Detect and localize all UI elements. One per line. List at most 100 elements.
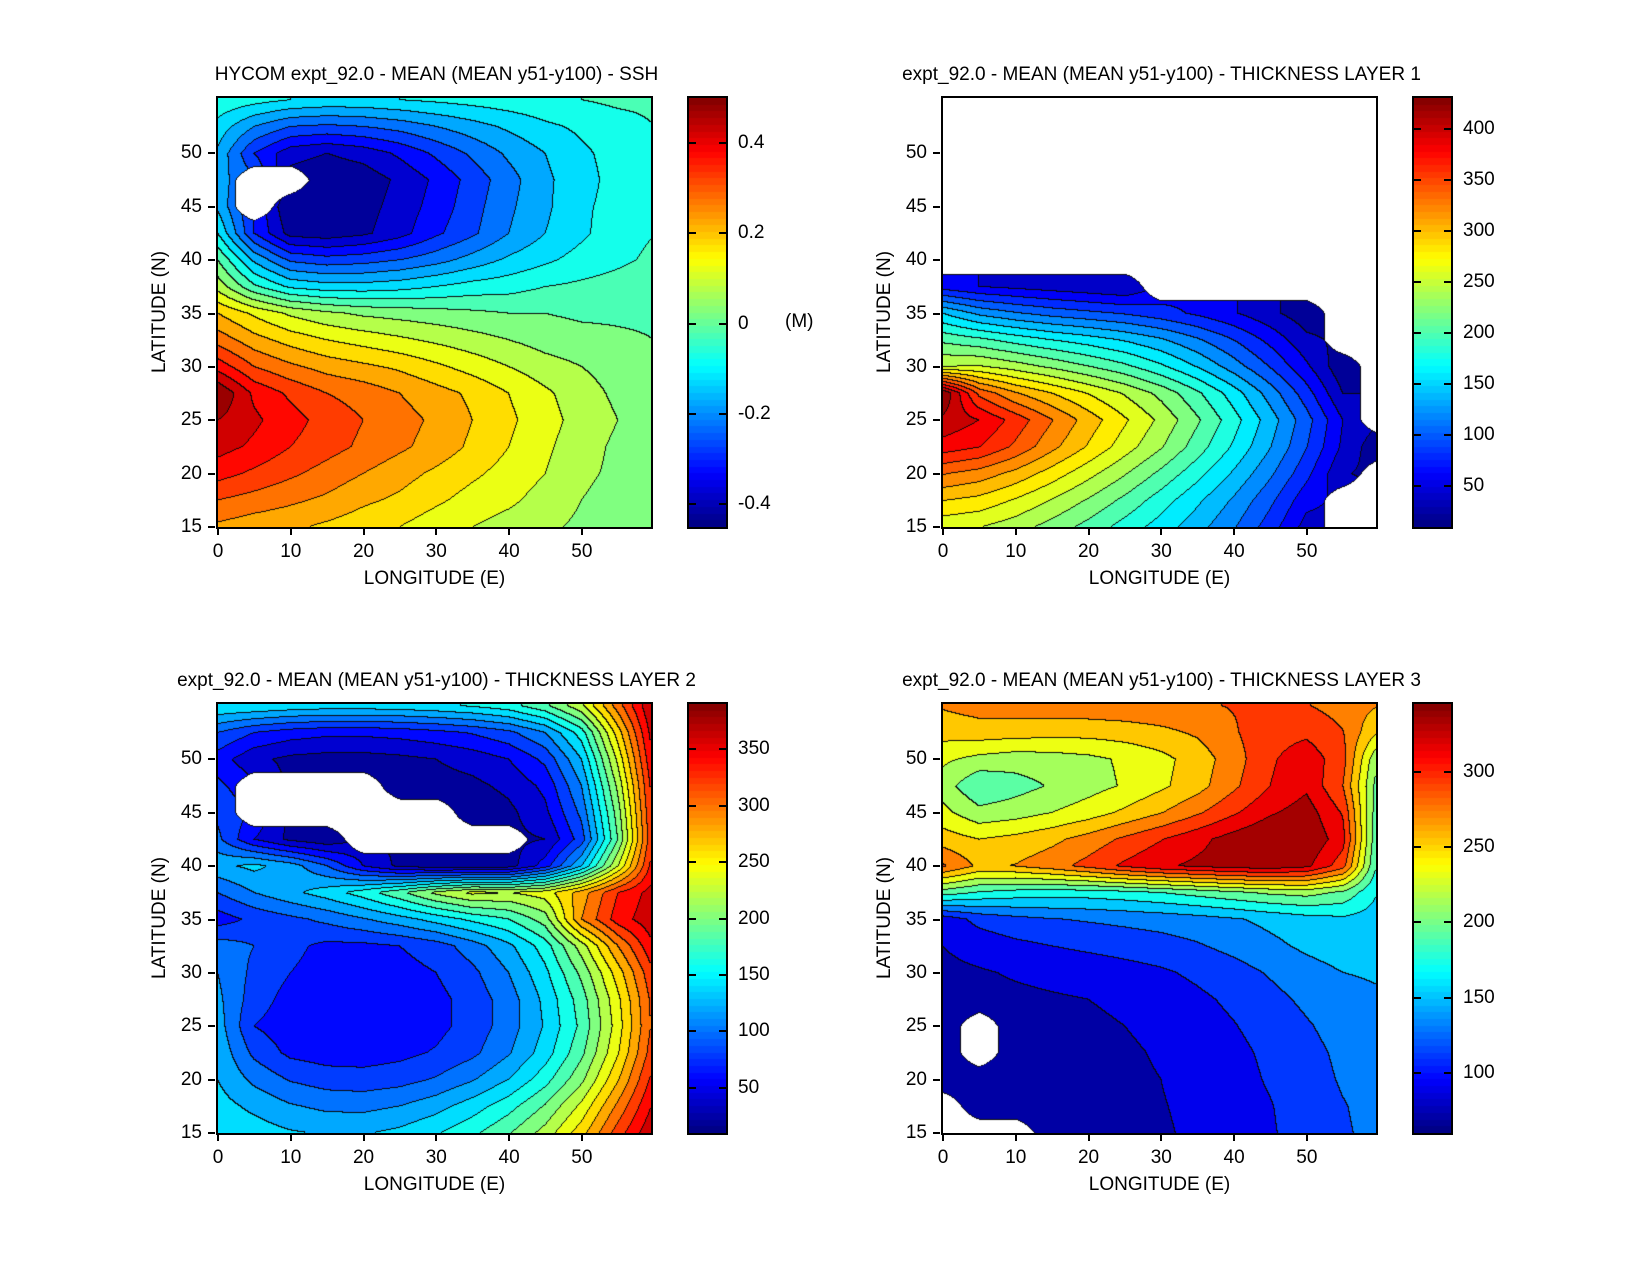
colorbar-tick-label: 250 <box>738 851 770 873</box>
x-tick-mark <box>1305 1135 1308 1141</box>
colorbar-tick-label: 100 <box>738 1020 770 1042</box>
x-tick-mark <box>1087 1135 1090 1141</box>
y-tick-mark <box>933 1078 940 1081</box>
x-tick-label: 20 <box>352 1147 375 1168</box>
x-tick-label: 10 <box>280 1147 302 1168</box>
colorbar-gradient <box>689 98 726 527</box>
colorbar-tick-mark <box>1444 127 1451 130</box>
panel-thickness-layer-1: expt_92.0 - MEAN (MEAN y51-y100) - THICK… <box>874 64 1421 589</box>
colorbar-tick-mark <box>689 861 696 864</box>
y-tick-label: 15 <box>905 516 927 537</box>
y-tick-label: 50 <box>905 748 927 770</box>
colorbar-tick-mark <box>1414 434 1421 437</box>
panel-title: expt_92.0 - MEAN (MEAN y51-y100) - THICK… <box>902 64 1421 85</box>
colorbar-tick-mark <box>689 1030 696 1033</box>
contour-field-canvas <box>218 98 651 527</box>
y-tick-mark <box>208 419 215 422</box>
x-tick-label: 10 <box>1005 1147 1027 1168</box>
y-tick-mark <box>933 419 940 422</box>
y-tick-label: 45 <box>180 195 202 217</box>
x-axis-label: LONGITUDE (E) <box>363 568 506 589</box>
colorbar-tick-mark <box>1444 1071 1451 1074</box>
colorbar-tick-mark <box>689 917 696 920</box>
colorbar-tick-mark <box>689 503 696 506</box>
y-tick-label: 20 <box>905 1068 927 1090</box>
y-tick-mark <box>208 259 215 262</box>
colorbar-tick-mark <box>1444 229 1451 232</box>
y-tick-label: 15 <box>180 1122 202 1143</box>
panel-thickness-layer-3: expt_92.0 - MEAN (MEAN y51-y100) - THICK… <box>874 670 1421 1195</box>
x-tick-label: 0 <box>937 541 949 562</box>
colorbar-tick-label: 200 <box>1463 911 1495 933</box>
x-tick-label: 40 <box>1223 1147 1245 1168</box>
y-tick-mark <box>208 205 215 208</box>
x-tick-label: 20 <box>352 541 375 562</box>
y-tick-label: 25 <box>905 409 927 431</box>
y-tick-mark <box>208 526 215 528</box>
y-tick-mark <box>933 758 940 761</box>
colorbar-tick-mark <box>689 322 696 325</box>
panel-title: expt_92.0 - MEAN (MEAN y51-y100) - THICK… <box>177 670 696 691</box>
colorbar-tick-mark <box>1414 1071 1421 1074</box>
x-tick-mark <box>217 529 219 535</box>
x-tick-mark <box>580 1135 583 1141</box>
y-tick-mark <box>933 205 940 208</box>
colorbar-tick-label: 300 <box>1463 760 1495 782</box>
contour-field-canvas <box>943 98 1376 527</box>
colorbar-tick-mark <box>1414 770 1421 773</box>
y-tick-mark <box>208 1132 215 1134</box>
contour-field-canvas <box>218 704 651 1133</box>
y-tick-label: 30 <box>905 355 927 377</box>
colorbar-tick-label: 100 <box>1463 1061 1495 1083</box>
colorbar-tick-mark <box>1444 331 1451 334</box>
x-tick-label: 10 <box>280 541 302 562</box>
y-tick-mark <box>933 365 940 368</box>
colorbar-thickness-layer-1: 400 350 300 250 200 150 100 50 <box>1412 96 1495 529</box>
x-tick-mark <box>435 529 438 535</box>
y-tick-label: 20 <box>180 1068 202 1090</box>
y-tick-mark <box>208 1025 215 1028</box>
x-axis-label: LONGITUDE (E) <box>1088 1174 1231 1195</box>
colorbar-tick-mark <box>1444 996 1451 999</box>
y-tick-label: 40 <box>180 249 202 271</box>
panel-title: expt_92.0 - MEAN (MEAN y51-y100) - THICK… <box>902 670 1421 691</box>
colorbar-tick-label: 200 <box>738 907 770 929</box>
colorbar-tick-mark <box>719 322 726 325</box>
y-tick-mark <box>933 865 940 868</box>
x-tick-label: 30 <box>1150 1147 1172 1168</box>
contour-field-canvas <box>943 704 1376 1133</box>
x-tick-label: 30 <box>425 1147 447 1168</box>
y-tick-label: 25 <box>905 1015 927 1037</box>
colorbar-tick-mark <box>1444 434 1451 437</box>
x-tick-label: 0 <box>212 1147 224 1168</box>
colorbar-tick-mark <box>1414 178 1421 181</box>
y-tick-mark <box>208 811 215 814</box>
colorbar-tick-label: 300 <box>1463 219 1495 241</box>
colorbar-tick-label: 100 <box>1463 424 1495 446</box>
x-tick-mark <box>1087 529 1090 535</box>
y-tick-mark <box>933 811 940 814</box>
colorbar-tick-label: 350 <box>1463 168 1495 190</box>
x-tick-label: 50 <box>1296 541 1318 562</box>
x-tick-mark <box>217 1135 219 1141</box>
colorbar-tick-label: -0.2 <box>738 403 771 425</box>
x-tick-mark <box>435 1135 438 1141</box>
colorbar-tick-mark <box>1444 383 1451 385</box>
colorbar-tick-label: 150 <box>738 963 770 985</box>
colorbar-tick-mark <box>719 232 726 235</box>
colorbar-tick-mark <box>689 1086 696 1089</box>
x-tick-label: 10 <box>1005 541 1027 562</box>
x-tick-mark <box>289 1135 292 1141</box>
x-axis-label: LONGITUDE (E) <box>363 1174 506 1195</box>
y-tick-mark <box>933 526 940 528</box>
colorbar-tick-mark <box>1444 846 1451 848</box>
x-tick-mark <box>1233 529 1236 535</box>
y-tick-mark <box>933 259 940 262</box>
colorbar-tick-mark <box>719 142 726 145</box>
colorbar-tick-label: -0.4 <box>738 493 771 515</box>
colorbar-tick-label: 50 <box>1463 475 1485 497</box>
y-tick-label: 20 <box>180 462 202 484</box>
x-tick-label: 50 <box>571 541 593 562</box>
x-tick-mark <box>1014 1135 1017 1141</box>
x-tick-label: 40 <box>498 1147 520 1168</box>
